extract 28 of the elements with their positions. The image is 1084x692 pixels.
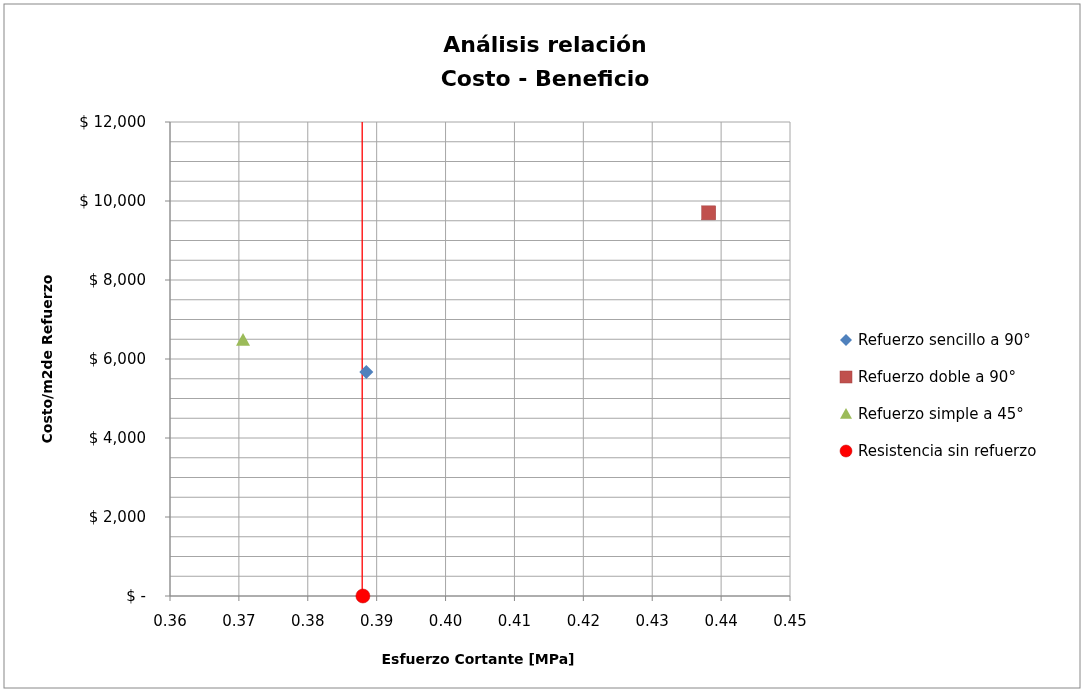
legend-label: Resistencia sin refuerzo (858, 442, 1037, 461)
y-axis-title: Costo/m2de Refuerzo (39, 274, 55, 444)
y-tick-label: $ 6,000 (88, 350, 146, 369)
x-axis-title: Esfuerzo Cortante [MPa] (381, 651, 575, 667)
y-tick-label: $ 10,000 (79, 192, 146, 211)
y-tick-label: $ - (126, 587, 146, 606)
chart-title: Análisis relación Costo - Beneficio (440, 32, 650, 91)
x-tick-label: 0.42 (566, 612, 601, 630)
point (355, 588, 371, 604)
x-tick-label: 0.41 (497, 612, 532, 630)
x-tick-label: 0.43 (635, 612, 669, 630)
x-tick-label: 0.38 (291, 612, 325, 630)
x-tick-label: 0.37 (222, 612, 256, 630)
point (701, 205, 716, 221)
y-tick-label: $ 2,000 (88, 508, 146, 527)
point (236, 333, 251, 346)
point (359, 365, 374, 380)
y-tick-label: $ 12,000 (79, 113, 146, 132)
legend-label: Refuerzo sencillo a 90° (858, 331, 1031, 350)
x-tick-label: 0.39 (359, 612, 394, 630)
x-tick-label: 0.44 (704, 612, 738, 630)
y-tick-label: $ 4,000 (88, 429, 146, 448)
y-tick-label: $ 8,000 (88, 271, 146, 290)
x-tick-label: 0.45 (773, 612, 807, 630)
x-tick-label: 0.36 (153, 612, 187, 630)
legend-label: Refuerzo doble a 90° (858, 368, 1016, 387)
x-tick-label: 0.40 (428, 612, 463, 630)
legend-label: Refuerzo simple a 45° (858, 405, 1024, 424)
